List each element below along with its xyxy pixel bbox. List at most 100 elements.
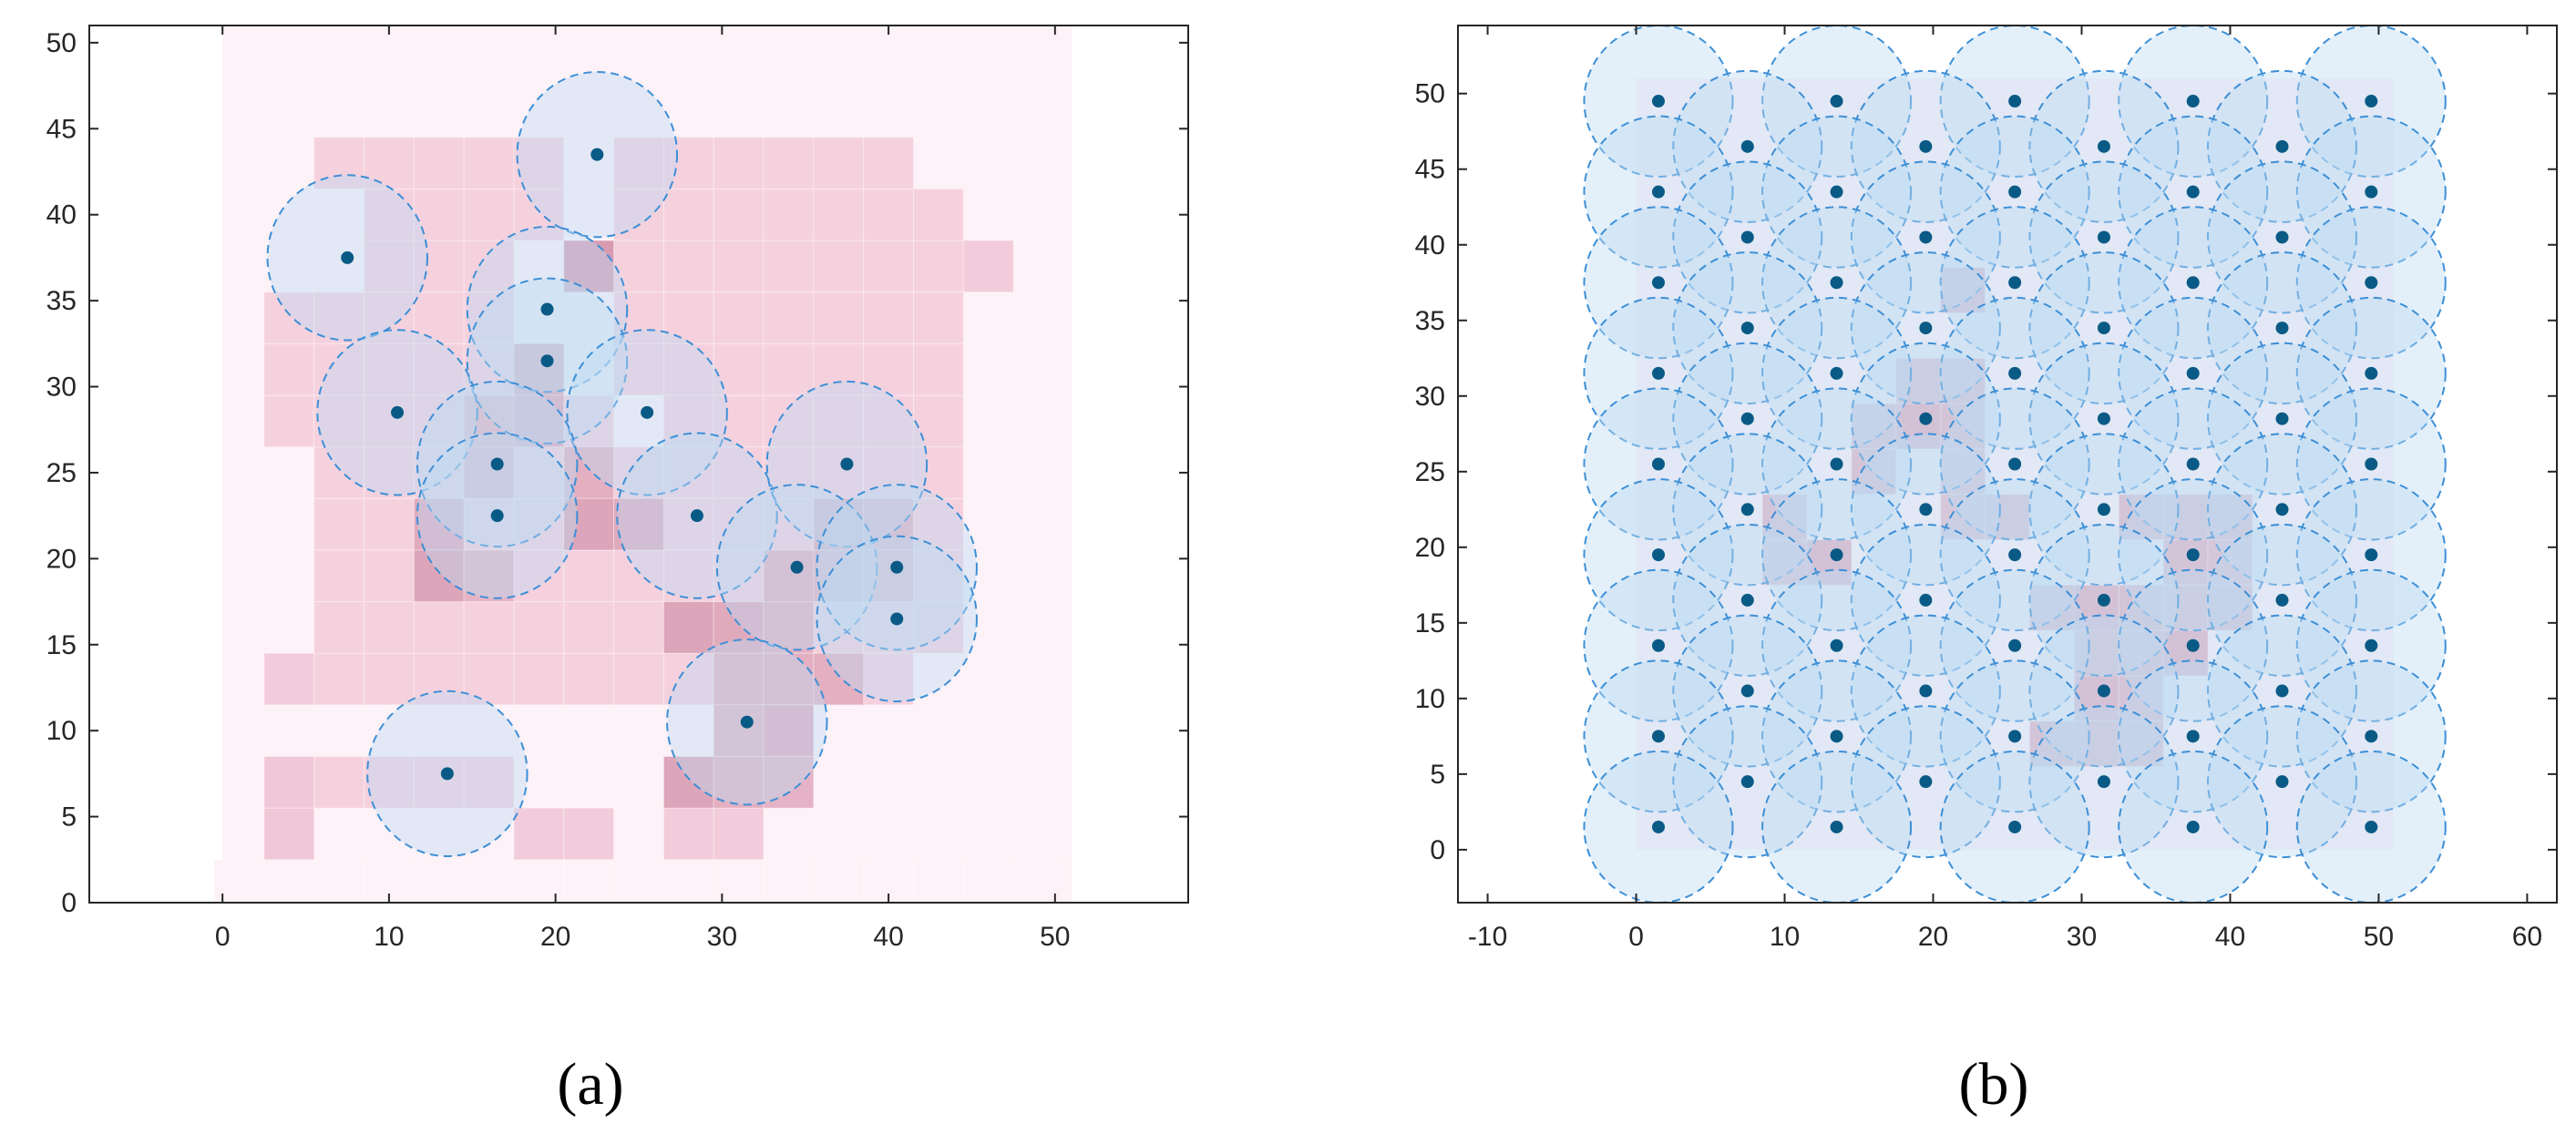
sensor-point	[2365, 639, 2378, 652]
sensor-point	[1740, 322, 1754, 335]
sensor-point	[740, 715, 754, 729]
heatmap-cell	[962, 240, 1014, 293]
sensor-point	[2275, 322, 2289, 335]
y-tick-label: 30	[1415, 382, 1445, 412]
y-tick-label: 0	[1430, 835, 1445, 865]
sensor-point	[2365, 457, 2378, 471]
sensor-point	[1652, 820, 1666, 833]
heatmap-cell	[513, 342, 565, 396]
sensor-point	[790, 560, 804, 574]
heatmap-cell	[313, 549, 365, 603]
sensor-point	[2008, 730, 2022, 743]
heatmap-cell	[863, 188, 915, 241]
heatmap-cell	[513, 549, 565, 603]
heatmap-cell	[364, 549, 415, 603]
y-tick-label: 0	[61, 888, 77, 918]
heatmap-cell	[913, 394, 964, 448]
sensor-point	[2186, 820, 2200, 833]
heatmap-cell	[263, 342, 315, 396]
heatmap-cell	[763, 240, 815, 293]
heatmap-cell	[513, 601, 565, 654]
heatmap-cell	[662, 446, 714, 499]
heatmap-cell	[913, 188, 964, 241]
sensor-point	[391, 405, 405, 419]
heatmap-cell	[662, 756, 714, 809]
heatmap-cell	[613, 549, 664, 603]
heatmap-cell	[813, 240, 865, 293]
heatmap-cell	[713, 188, 765, 241]
sensor-point	[540, 354, 554, 368]
heatmap-cell	[763, 137, 815, 189]
sensor-point	[1919, 322, 1933, 335]
plot-area	[213, 26, 1072, 903]
sensor-point	[2365, 730, 2378, 743]
sensor-point	[2008, 820, 2022, 833]
sensor-point	[2008, 639, 2022, 652]
heatmap-cell	[763, 756, 815, 809]
heatmap-cell	[2162, 494, 2209, 541]
heatmap-cell	[1806, 539, 1852, 586]
sensor-point	[2097, 593, 2110, 607]
x-tick-label: 30	[707, 922, 737, 952]
heatmap-cell	[313, 652, 365, 706]
heatmap-cell	[613, 291, 664, 344]
heatmap-cell	[613, 137, 664, 189]
heatmap-cell	[863, 291, 915, 344]
sensor-point	[1652, 548, 1666, 562]
sensor-point	[2275, 593, 2289, 607]
sensor-point	[1652, 185, 1666, 199]
x-tick-label: -10	[1468, 922, 1507, 952]
sensor-point	[1652, 366, 1666, 380]
heatmap-cell	[863, 446, 915, 499]
heatmap-cell	[513, 188, 565, 241]
sensor-point	[590, 148, 604, 161]
heatmap-cell	[313, 756, 365, 809]
sensor-point	[1740, 139, 1754, 153]
heatmap-cell	[613, 188, 664, 241]
heatmap-cell	[813, 188, 865, 241]
heatmap-cell	[613, 859, 664, 903]
heatmap-cell	[763, 446, 815, 499]
y-tick-label: 20	[1415, 533, 1445, 563]
x-tick-label: 10	[1770, 922, 1800, 952]
heatmap-cell	[2162, 584, 2209, 631]
heatmap-cell	[313, 446, 365, 499]
sensor-point	[2008, 185, 2022, 199]
sensor-point	[2097, 684, 2110, 698]
y-tick-label: 50	[46, 28, 77, 58]
sensor-point	[341, 250, 354, 264]
sensor-point	[1830, 276, 1843, 290]
heatmap-cell	[913, 240, 964, 293]
heatmap-cell	[364, 394, 415, 448]
heatmap-cell	[364, 291, 415, 344]
x-tick-label: 50	[1040, 922, 1070, 952]
y-tick-label: 45	[1415, 155, 1445, 185]
y-tick-label: 10	[46, 716, 77, 746]
heatmap-cell	[713, 137, 765, 189]
sensor-point	[2097, 775, 2110, 789]
sensor-point	[2365, 95, 2378, 108]
panel-a-label: (a)	[557, 1051, 623, 1118]
heatmap-cell	[813, 601, 865, 654]
heatmap-cell	[913, 601, 964, 654]
y-tick-label: 35	[46, 286, 77, 316]
heatmap-cell	[813, 497, 865, 551]
heatmap-cell	[713, 394, 765, 448]
heatmap-cell	[613, 342, 664, 396]
heatmap-cell	[613, 652, 664, 706]
sensor-point	[2365, 366, 2378, 380]
panel-b: -10 0 10 20 30 40 50 60 0 5 10 15 20 25 30 35 40 45 50	[1415, 25, 2558, 952]
sensor-point	[2275, 503, 2289, 516]
heatmap-cell	[463, 601, 515, 654]
sensor-point	[2186, 730, 2200, 743]
heatmap-cell	[763, 291, 815, 344]
heatmap-cell	[513, 807, 565, 861]
sensor-point	[690, 509, 703, 523]
heatmap-cell	[713, 240, 765, 293]
heatmap-cell	[763, 652, 815, 706]
heatmap-cell	[1895, 357, 1942, 404]
panel-a: 0 10 20 30 40 50 0 5 10 15 20 25 30 35 40 45 50	[46, 25, 1189, 952]
heatmap-cell	[662, 652, 714, 706]
sensor-point	[490, 457, 504, 471]
sensor-point	[2186, 457, 2200, 471]
